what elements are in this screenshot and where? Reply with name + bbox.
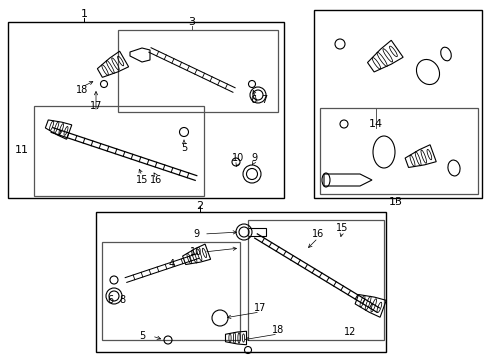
- Bar: [247, 228, 265, 236]
- Text: 6: 6: [249, 95, 256, 105]
- Text: 13: 13: [388, 197, 402, 207]
- Text: 11: 11: [15, 145, 29, 155]
- Bar: [319, 108, 477, 194]
- Text: 6: 6: [107, 295, 113, 305]
- Text: 18: 18: [76, 85, 88, 95]
- Text: 3: 3: [188, 17, 195, 27]
- Text: 15: 15: [335, 223, 347, 233]
- Bar: [118, 30, 278, 112]
- Text: 5: 5: [139, 331, 145, 341]
- Bar: [96, 212, 385, 352]
- Bar: [247, 220, 383, 340]
- Text: 17: 17: [90, 101, 102, 111]
- Text: 10: 10: [231, 153, 244, 163]
- Text: 2: 2: [196, 201, 203, 211]
- Text: 18: 18: [271, 325, 284, 335]
- Text: 17: 17: [253, 303, 265, 313]
- Text: 15: 15: [136, 175, 148, 185]
- Text: 10: 10: [189, 247, 202, 257]
- Text: 14: 14: [368, 119, 382, 129]
- Bar: [313, 10, 481, 198]
- Text: 9: 9: [250, 153, 257, 163]
- Text: 8: 8: [119, 295, 125, 305]
- Bar: [102, 242, 240, 340]
- Text: 5: 5: [181, 143, 187, 153]
- Text: 12: 12: [343, 327, 355, 337]
- Text: 1: 1: [81, 9, 87, 19]
- Text: 9: 9: [193, 229, 199, 239]
- Text: 4: 4: [168, 259, 175, 269]
- Text: 7: 7: [260, 95, 266, 105]
- Bar: [34, 106, 203, 196]
- Bar: [8, 22, 284, 198]
- Text: 16: 16: [311, 229, 324, 239]
- Text: 16: 16: [149, 175, 162, 185]
